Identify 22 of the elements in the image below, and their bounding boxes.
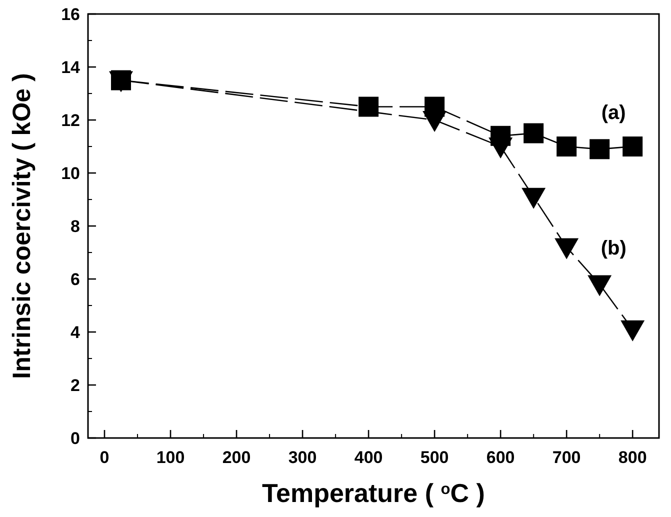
y-tick-label: 10 — [61, 164, 80, 183]
x-tick-label: 200 — [222, 448, 251, 467]
y-tick-label: 4 — [70, 322, 81, 342]
y-tick-label: 16 — [61, 4, 80, 24]
y-tick-label: 14 — [61, 58, 81, 77]
x-axis-title: Temperature ( $^{o}$C ) — [262, 478, 485, 508]
y-tick-label: 8 — [70, 216, 80, 236]
x-tick-label: 500 — [420, 448, 449, 467]
x-tick-label: 800 — [618, 448, 647, 467]
y-tick-label: 0 — [70, 428, 80, 448]
y-tick-label: 12 — [61, 110, 80, 130]
x-tick-label: 600 — [486, 448, 515, 467]
y-axis-title: Intrinsic coercivity ( kOe ) — [8, 73, 36, 379]
x-tick-label: 400 — [354, 448, 383, 467]
x-tick-label: 100 — [156, 448, 185, 467]
x-tick-label: 700 — [552, 448, 581, 467]
series-label: (b) — [600, 237, 626, 260]
x-tick-label: 300 — [288, 448, 317, 467]
y-tick-label: 2 — [70, 376, 80, 395]
series-label: (a) — [601, 102, 626, 124]
y-tick-label: 6 — [70, 270, 80, 289]
x-tick-label: 0 — [100, 448, 110, 467]
